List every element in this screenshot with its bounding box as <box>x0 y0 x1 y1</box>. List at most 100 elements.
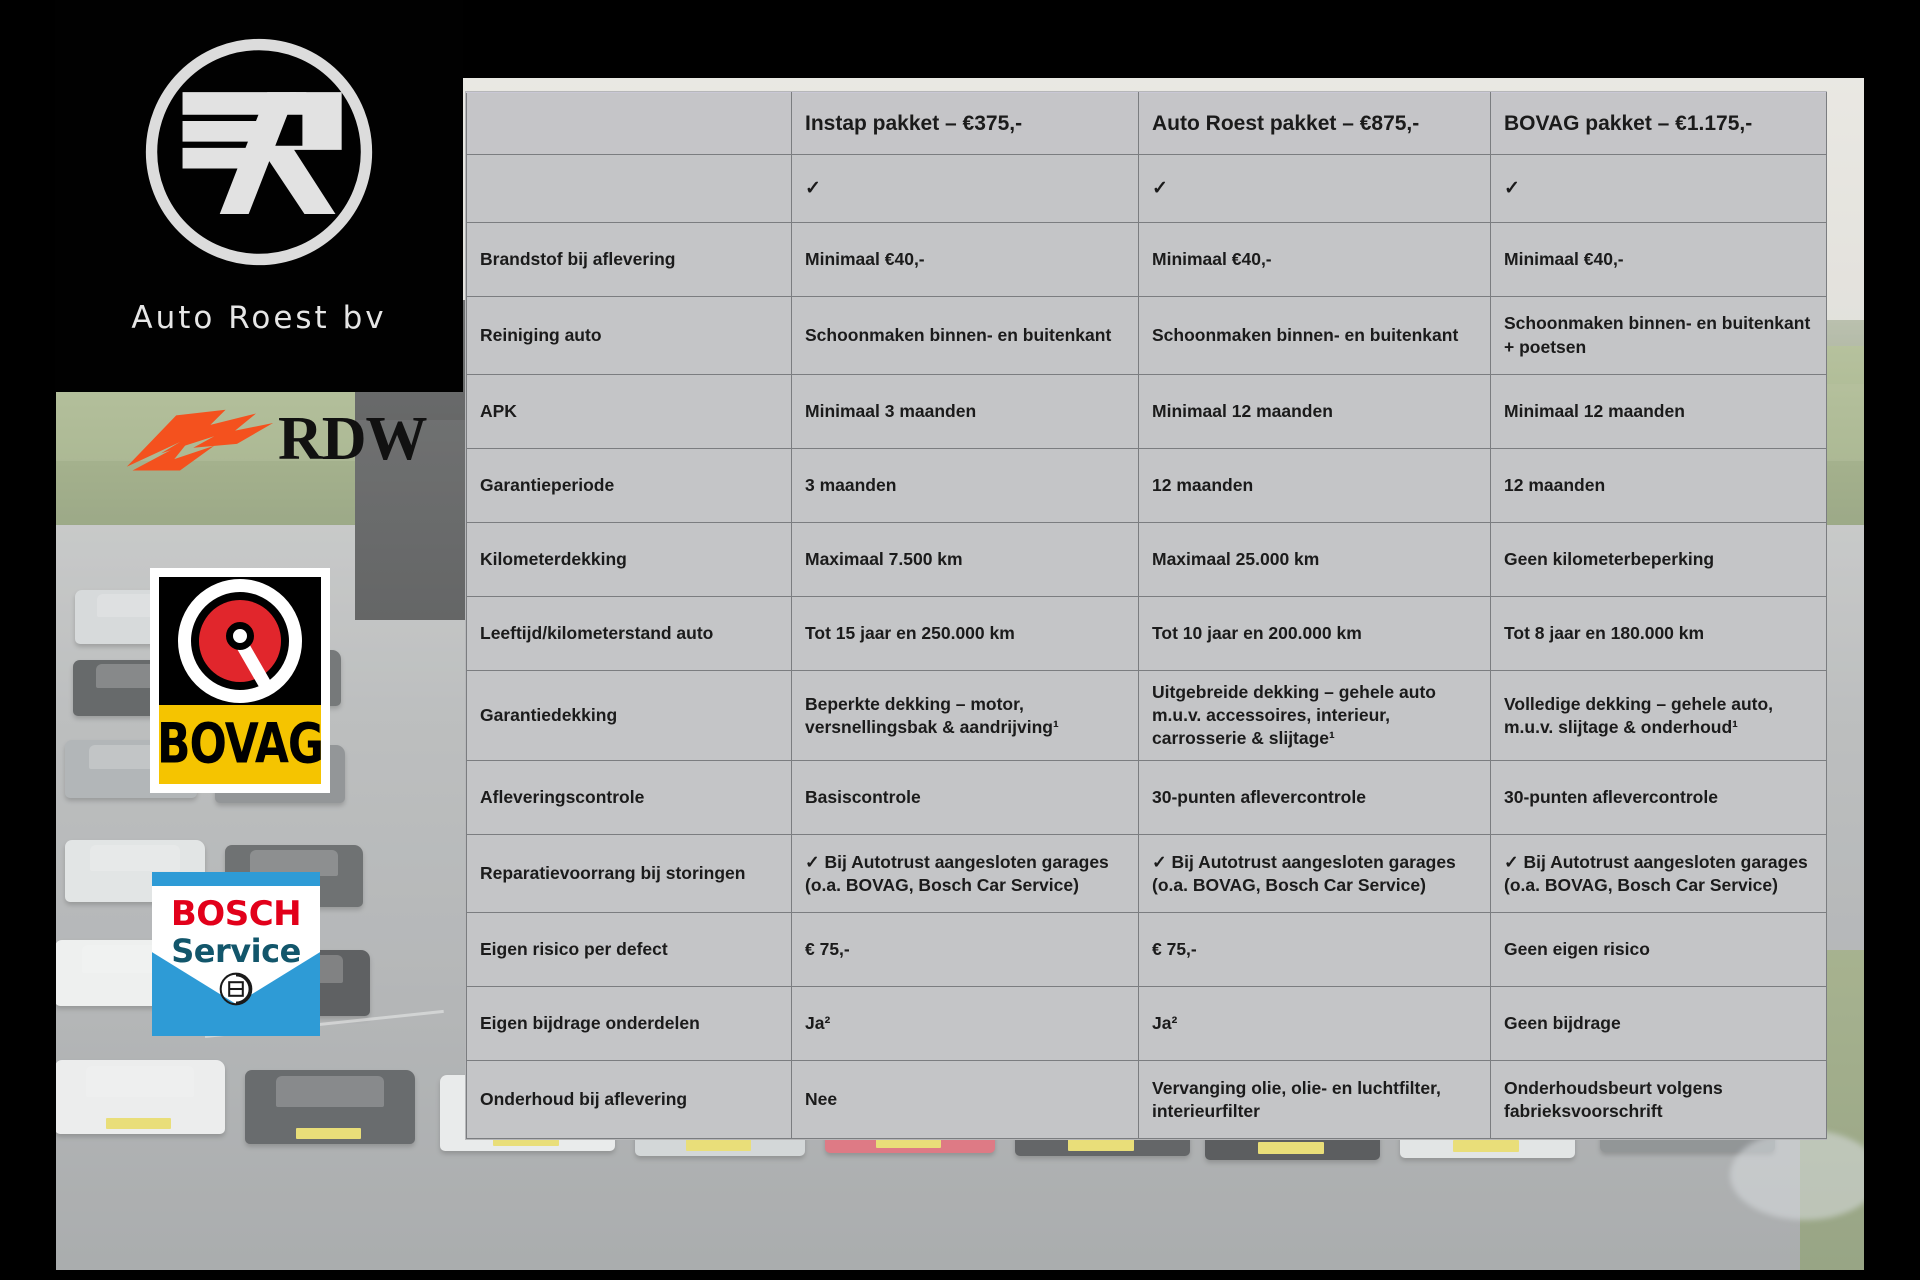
cell-instap: € 75,- <box>791 912 1139 988</box>
bovag-gauge-icon <box>159 577 321 706</box>
cell-bovag: Geen eigen risico <box>1490 912 1827 988</box>
auto-roest-monogram-icon <box>145 38 373 266</box>
row-label: APK <box>466 374 792 449</box>
photo-license-plate <box>1067 1138 1134 1151</box>
table-row: Leeftijd/kilometerstand auto Tot 15 jaar… <box>466 596 1827 671</box>
cell-instap: Beperkte dekking – motor, versnellingsba… <box>791 669 1139 762</box>
photo-car <box>245 1070 415 1144</box>
cell-auto-roest: 30-punten aflevercontrole <box>1138 760 1491 836</box>
table-row: Afleveringscontrole Basiscontrole 30-pun… <box>466 760 1827 836</box>
cell-auto-roest: € 75,- <box>1138 912 1491 988</box>
bosch-armature-icon <box>219 972 253 1006</box>
row-label: Garantiedekking <box>466 669 792 762</box>
photo-license-plate <box>1452 1140 1519 1153</box>
cell-bovag: Minimaal 12 maanden <box>1490 374 1827 449</box>
cell-auto-roest: Uitgebreide dekking – gehele auto m.u.v.… <box>1138 669 1491 762</box>
frame-bar-top <box>463 0 1920 78</box>
check-icon-instap: ✓ <box>791 154 1139 223</box>
cell-bovag: ✓ Bij Autotrust aangesloten garages (o.a… <box>1490 834 1827 914</box>
table-row: Eigen risico per defect € 75,- € 75,- Ge… <box>466 912 1827 988</box>
photo-puddle <box>1730 1130 1880 1220</box>
row-label: Eigen risico per defect <box>466 912 792 988</box>
cell-auto-roest: Ja² <box>1138 986 1491 1062</box>
table-row: Garantiedekking Beperkte dekking – motor… <box>466 669 1827 762</box>
cell-bovag: 30-punten aflevercontrole <box>1490 760 1827 836</box>
table-row: Eigen bijdrage onderdelen Ja² Ja² Geen b… <box>466 986 1827 1062</box>
cell-instap: Maximaal 7.500 km <box>791 522 1139 597</box>
column-header-bovag: BOVAG pakket – €1.175,- <box>1490 92 1827 155</box>
cell-auto-roest: Vervanging olie, olie- en luchtfilter, i… <box>1138 1060 1491 1140</box>
cell-auto-roest: 12 maanden <box>1138 448 1491 523</box>
cell-instap: Basiscontrole <box>791 760 1139 836</box>
table-row: ✓ ✓ ✓ <box>466 154 1827 223</box>
brand-panel: Auto Roest bv <box>55 0 463 392</box>
cell-bovag: Geen kilometerbeperking <box>1490 522 1827 597</box>
photo-license-plate <box>492 1134 559 1146</box>
cell-auto-roest: Minimaal 12 maanden <box>1138 374 1491 449</box>
bovag-hub <box>226 622 254 651</box>
table-row: Garantieperiode 3 maanden 12 maanden 12 … <box>466 448 1827 523</box>
cell-bovag: Tot 8 jaar en 180.000 km <box>1490 596 1827 671</box>
row-label <box>466 154 792 223</box>
row-label: Reparatievoorrang bij storingen <box>466 834 792 914</box>
table-row: Kilometerdekking Maximaal 7.500 km Maxim… <box>466 522 1827 597</box>
cell-bovag: Geen bijdrage <box>1490 986 1827 1062</box>
frame-bar-bottom <box>0 1270 1920 1280</box>
photo-license-plate <box>1257 1142 1324 1155</box>
frame-bar-left <box>0 0 56 1280</box>
photo-license-plate <box>106 1117 171 1129</box>
bosch-wordmark: BOSCH <box>170 894 302 934</box>
cell-bovag: Minimaal €40,- <box>1490 222 1827 297</box>
row-label: Brandstof bij aflevering <box>466 222 792 297</box>
bovag-wordmark-band: BOVAG <box>157 705 324 784</box>
row-label: Garantieperiode <box>466 448 792 523</box>
row-label: Afleveringscontrole <box>466 760 792 836</box>
brand-name: Auto Roest bv <box>131 300 387 336</box>
cell-instap: Minimaal 3 maanden <box>791 374 1139 449</box>
row-label: Leeftijd/kilometerstand auto <box>466 596 792 671</box>
column-header-auto-roest: Auto Roest pakket – €875,- <box>1138 92 1491 155</box>
cell-instap: Nee <box>791 1060 1139 1140</box>
bovag-logo: BOVAG <box>150 568 330 793</box>
check-icon-bovag: ✓ <box>1490 154 1827 223</box>
row-label: Onderhoud bij aflevering <box>466 1060 792 1140</box>
rdw-wordmark: RDW <box>278 405 428 473</box>
row-label: Kilometerdekking <box>466 522 792 597</box>
cell-bovag: Schoonmaken binnen- en buitenkant + poet… <box>1490 296 1827 375</box>
bovag-wordmark: BOVAG <box>157 712 324 777</box>
cell-instap: Minimaal €40,- <box>791 222 1139 297</box>
cell-instap: 3 maanden <box>791 448 1139 523</box>
table-row: APK Minimaal 3 maanden Minimaal 12 maand… <box>466 374 1827 449</box>
cell-auto-roest: Tot 10 jaar en 200.000 km <box>1138 596 1491 671</box>
bosch-service-wordmark: Service <box>171 932 301 970</box>
cell-auto-roest: Maximaal 25.000 km <box>1138 522 1491 597</box>
frame-bar-right <box>1864 0 1920 1280</box>
check-icon-auto-roest: ✓ <box>1138 154 1491 223</box>
row-label: Reiniging auto <box>466 296 792 375</box>
rdw-bird-icon <box>126 409 274 471</box>
row-label: Eigen bijdrage onderdelen <box>466 986 792 1062</box>
column-header-feature <box>466 92 792 155</box>
column-header-instap: Instap pakket – €375,- <box>791 92 1139 155</box>
photo-license-plate <box>296 1127 361 1139</box>
package-comparison-table: Instap pakket – €375,- Auto Roest pakket… <box>466 92 1827 1140</box>
table-row: Reiniging auto Schoonmaken binnen- en bu… <box>466 296 1827 375</box>
cell-instap: Ja² <box>791 986 1139 1062</box>
table-row: Onderhoud bij aflevering Nee Vervanging … <box>466 1060 1827 1140</box>
cell-instap: Schoonmaken binnen- en buitenkant <box>791 296 1139 375</box>
bosch-service-logo: BOSCH Service <box>152 872 320 1036</box>
cell-bovag: 12 maanden <box>1490 448 1827 523</box>
table-header-row: Instap pakket – €375,- Auto Roest pakket… <box>466 92 1827 155</box>
cell-instap: ✓ Bij Autotrust aangesloten garages (o.a… <box>791 834 1139 914</box>
table-row: Reparatievoorrang bij storingen ✓ Bij Au… <box>466 834 1827 914</box>
cell-auto-roest: Schoonmaken binnen- en buitenkant <box>1138 296 1491 375</box>
photo-license-plate <box>686 1139 751 1151</box>
cell-auto-roest: Minimaal €40,- <box>1138 222 1491 297</box>
photo-license-plate <box>876 1135 941 1148</box>
photo-car <box>55 1060 225 1134</box>
table-row: Brandstof bij aflevering Minimaal €40,- … <box>466 222 1827 297</box>
cell-auto-roest: ✓ Bij Autotrust aangesloten garages (o.a… <box>1138 834 1491 914</box>
cell-instap: Tot 15 jaar en 250.000 km <box>791 596 1139 671</box>
rdw-logo: RDW <box>120 398 428 488</box>
